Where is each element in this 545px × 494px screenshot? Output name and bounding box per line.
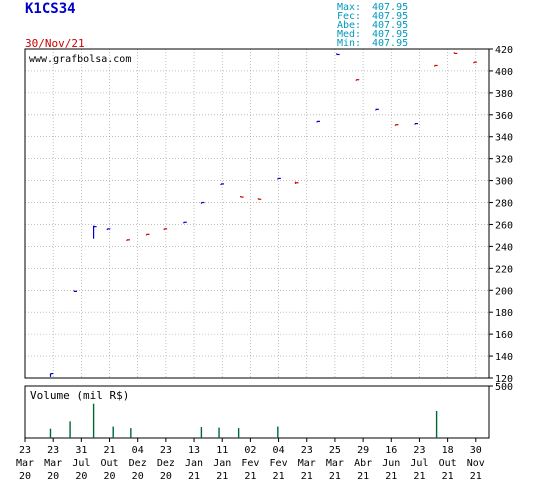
stat-value: 407.95 (372, 2, 408, 13)
y-tick-label: 300 (495, 177, 513, 188)
y-tick-label: 320 (495, 155, 513, 166)
x-tick-year: 21 (188, 471, 200, 482)
y-tick-label: 380 (495, 89, 513, 100)
x-tick-year: 20 (47, 471, 59, 482)
x-tick-year: 21 (216, 471, 228, 482)
x-tick-month: Fev (270, 458, 288, 469)
volume-y-axis: 500 (489, 382, 513, 393)
x-tick-month: Out (100, 458, 118, 469)
x-tick-day: 31 (75, 445, 87, 456)
x-tick-day: 25 (329, 445, 341, 456)
x-tick-day: 30 (470, 445, 482, 456)
watermark: www.grafbolsa.com (29, 54, 131, 65)
y-tick-label: 420 (495, 45, 513, 56)
price-stats: Max: 407.95 Fec: 407.95 Abe: 407.95 Med: 407.95… (337, 2, 408, 49)
price-panel-frame (24, 48, 490, 379)
x-tick-year: 21 (470, 471, 482, 482)
y-tick-label: 260 (495, 220, 513, 231)
x-tick-year: 21 (329, 471, 341, 482)
x-tick-month: Dez (129, 458, 147, 469)
price-grid (24, 48, 489, 379)
x-tick-day: 21 (104, 445, 116, 456)
x-tick-year: 21 (442, 471, 454, 482)
x-tick-month: Mar (326, 458, 344, 469)
x-tick-month: Fev (241, 458, 259, 469)
stat-label: Abe: (337, 20, 361, 31)
y-tick-label: 140 (495, 352, 513, 363)
x-tick-day: 23 (19, 445, 31, 456)
stat-label: Min: (337, 38, 361, 49)
x-tick-month: Jul (72, 458, 90, 469)
volume-y-tick-label: 500 (495, 382, 513, 393)
x-tick-year: 21 (273, 471, 285, 482)
price-y-axis: 120 140 160 180 200 220 240 260 280 300 320 340 360 3… (489, 45, 513, 385)
volume-panel-frame (24, 385, 490, 439)
x-tick-day: 02 (244, 445, 256, 456)
stat-value: 407.95 (372, 11, 408, 22)
stat-label: Med: (337, 29, 361, 40)
x-tick-month: Dez (157, 458, 175, 469)
x-tick-year: 20 (132, 471, 144, 482)
x-tick-month: Jun (382, 458, 400, 469)
x-tick-day: 23 (160, 445, 172, 456)
y-tick-label: 340 (495, 133, 513, 144)
x-tick-year: 20 (160, 471, 172, 482)
chart-date: 30/Nov/21 (25, 37, 85, 50)
y-tick-label: 180 (495, 308, 513, 319)
x-tick-month: Out (439, 458, 457, 469)
stat-value: 407.95 (372, 29, 408, 40)
x-tick-month: Jan (213, 458, 231, 469)
x-tick-day: 18 (442, 445, 454, 456)
x-tick-year: 20 (19, 471, 31, 482)
x-tick-month: Jan (185, 458, 203, 469)
y-tick-label: 160 (495, 330, 513, 341)
ticker-title: K1CS34 (25, 1, 76, 17)
x-tick-month: Abr (354, 458, 372, 469)
x-tick-day: 04 (273, 445, 285, 456)
stat-label: Fec: (337, 11, 361, 22)
y-tick-label: 120 (495, 374, 513, 385)
x-tick-day: 23 (47, 445, 59, 456)
stat-label: Max: (337, 2, 361, 13)
y-tick-label: 240 (495, 242, 513, 253)
x-tick-month: Nov (467, 458, 485, 469)
x-tick-day: 29 (357, 445, 369, 456)
x-tick-year: 20 (104, 471, 116, 482)
x-tick-day: 11 (216, 445, 228, 456)
y-tick-label: 200 (495, 286, 513, 297)
x-tick-month: Jul (410, 458, 428, 469)
y-tick-label: 400 (495, 67, 513, 78)
stat-value: 407.95 (372, 20, 408, 31)
x-tick-year: 21 (385, 471, 397, 482)
x-tick-year: 21 (244, 471, 256, 482)
x-tick-year: 21 (413, 471, 425, 482)
x-tick-year: 21 (357, 471, 369, 482)
x-tick-day: 13 (188, 445, 200, 456)
x-tick-month: Mar (44, 458, 62, 469)
y-tick-label: 220 (495, 264, 513, 275)
x-tick-year: 20 (75, 471, 87, 482)
y-tick-label: 360 (495, 111, 513, 122)
x-tick-day: 23 (413, 445, 425, 456)
stat-value: 407.95 (372, 38, 408, 49)
x-axis: 23 Mar 20 23 Mar 20 31 Jul 20 21 Out 20 04 Dez 20 23 Dez… (16, 438, 485, 482)
x-tick-day: 16 (385, 445, 397, 456)
volume-title: Volume (mil R$) (30, 389, 129, 402)
x-tick-year: 21 (301, 471, 313, 482)
x-tick-month: Mar (16, 458, 34, 469)
y-tick-label: 280 (495, 199, 513, 210)
x-tick-day: 23 (301, 445, 313, 456)
ohlc-series (49, 52, 477, 377)
volume-series (49, 403, 438, 438)
x-tick-month: Mar (298, 458, 316, 469)
x-tick-day: 04 (132, 445, 144, 456)
